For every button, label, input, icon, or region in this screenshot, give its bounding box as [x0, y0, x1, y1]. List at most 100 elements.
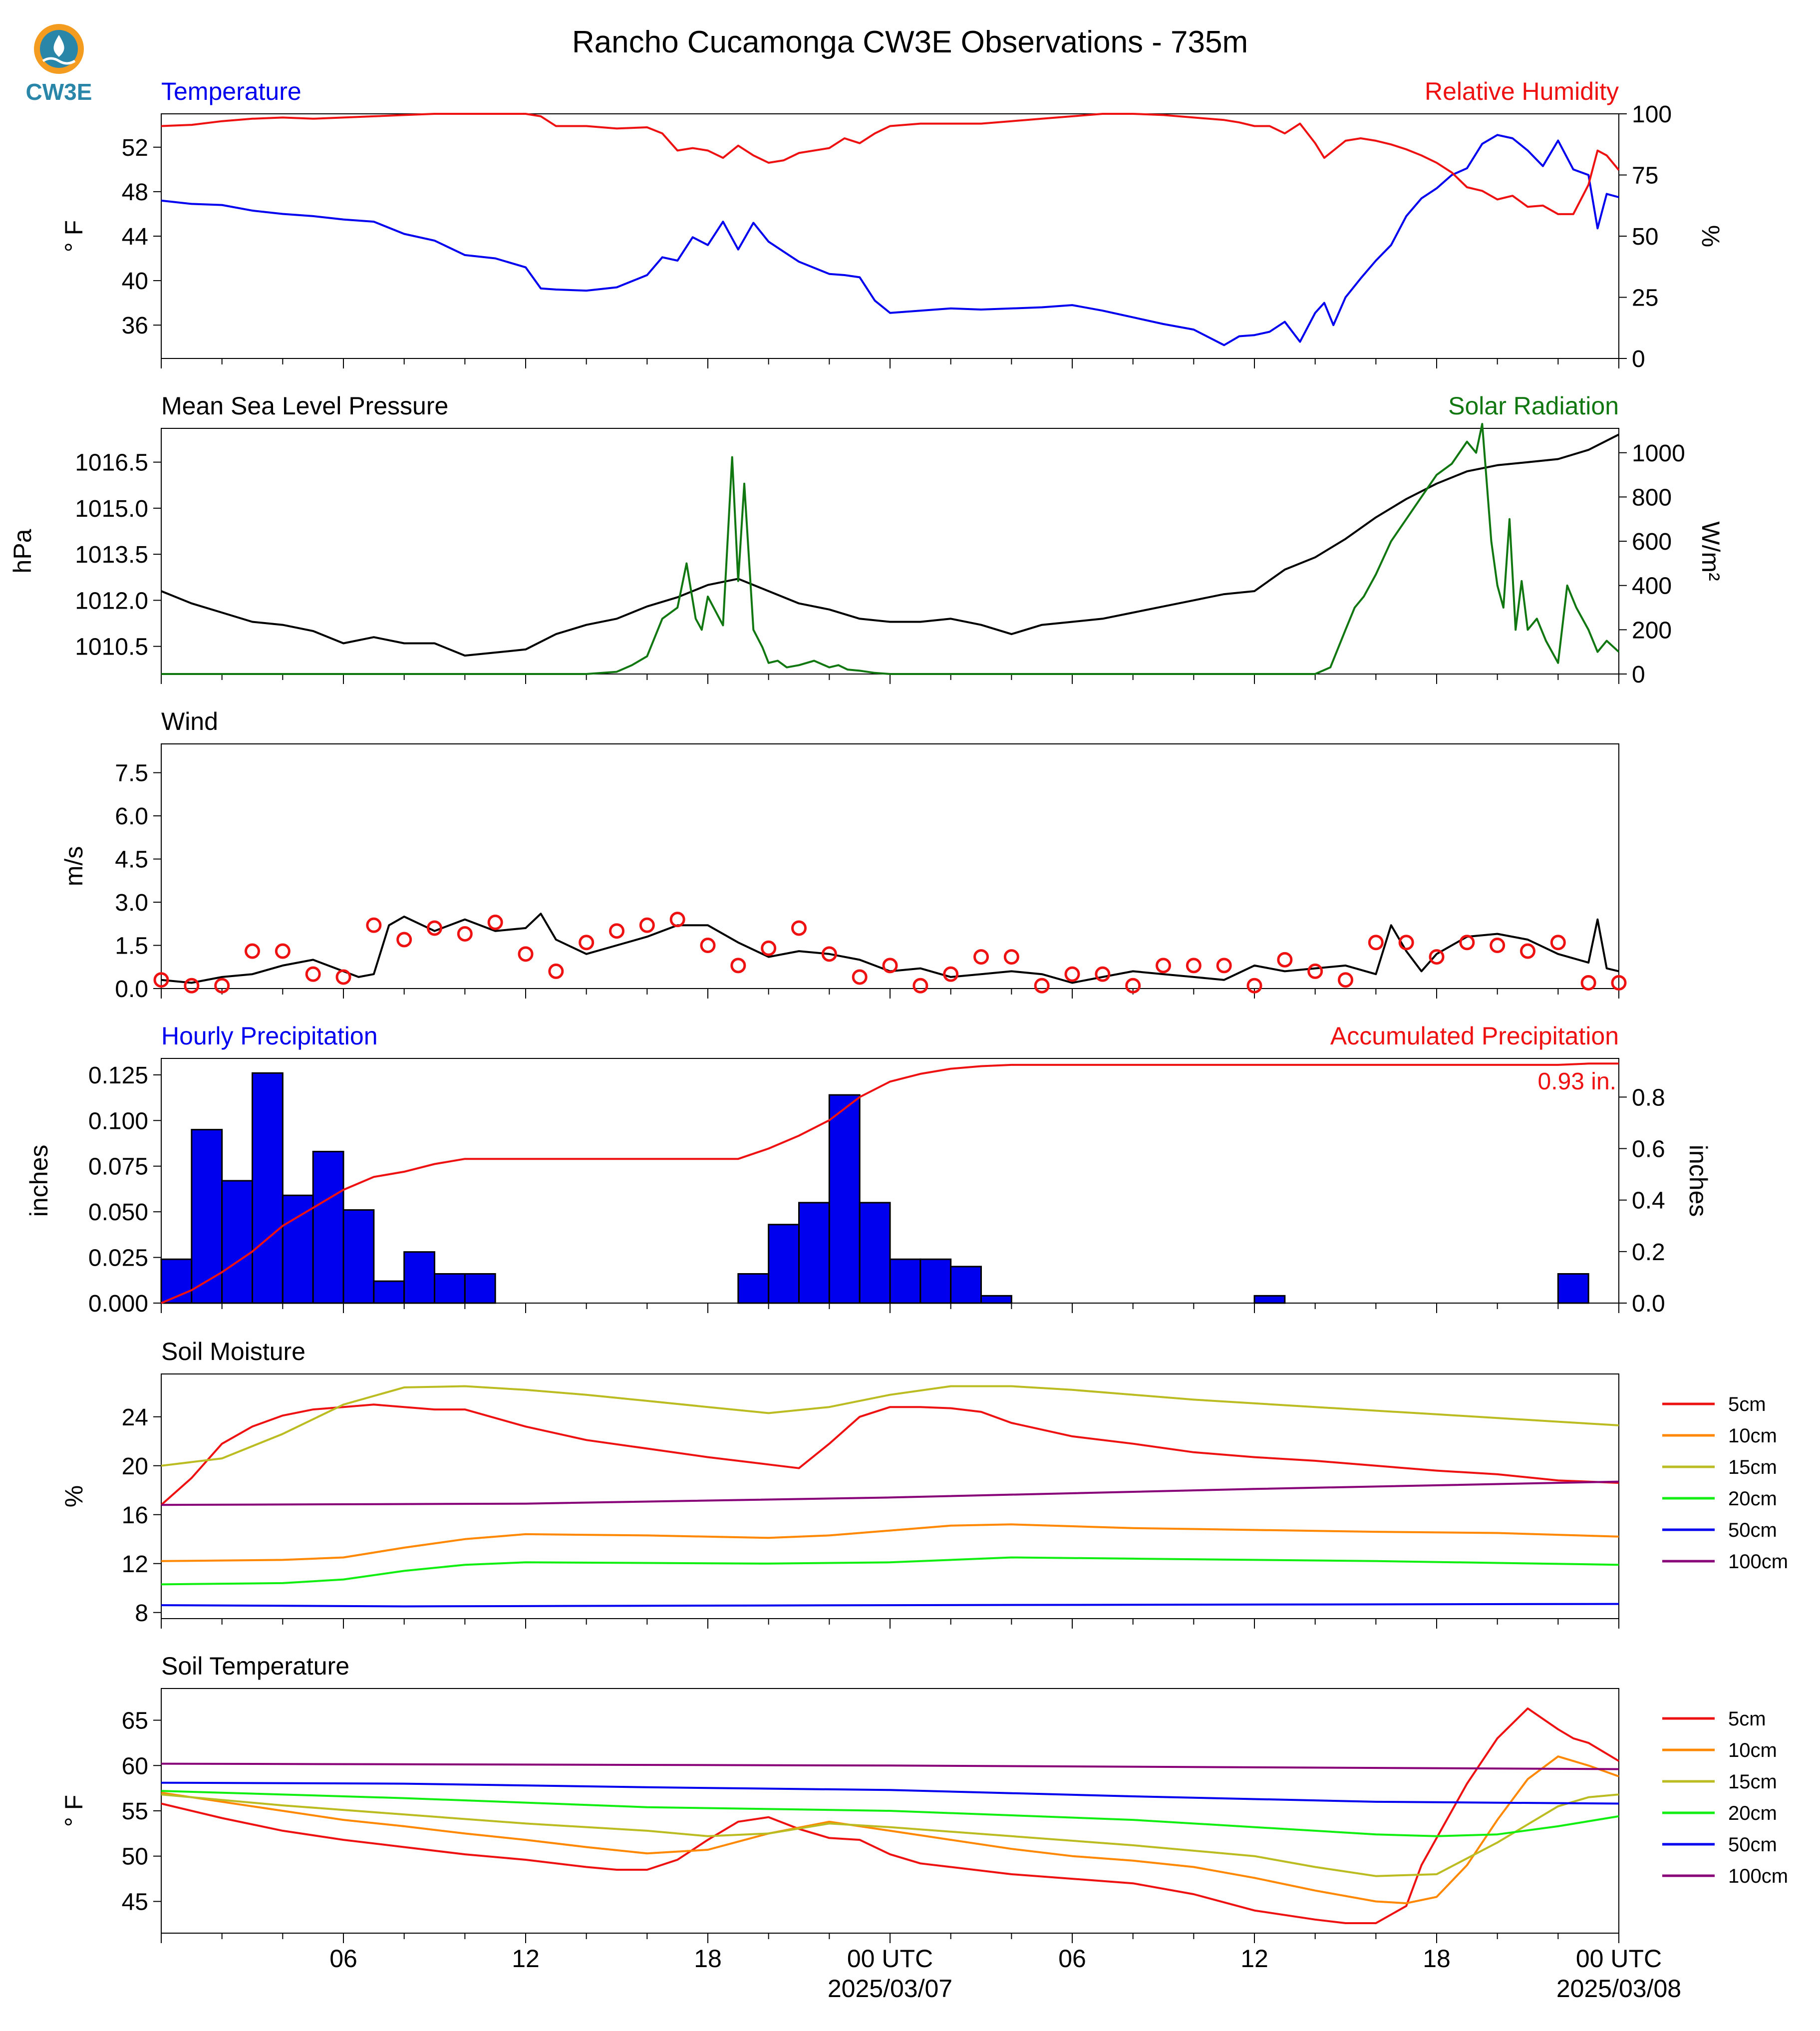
- legend-label: 50cm: [1728, 1834, 1777, 1856]
- y-right-tick-label: 400: [1632, 573, 1672, 600]
- x-tick-label: 00 UTC: [847, 1945, 933, 1973]
- wind-gust-marker: [1034, 978, 1050, 994]
- legend-label: 100cm: [1728, 1865, 1788, 1887]
- series-line-temperature: [161, 134, 1619, 346]
- y-tick-label: 7.5: [115, 760, 148, 787]
- wind-gust-marker: [943, 966, 959, 982]
- panel-title: Temperature: [161, 77, 302, 105]
- legend-label: 20cm: [1728, 1488, 1777, 1510]
- x-tick-label: 18: [1423, 1945, 1451, 1973]
- y-tick-label: 1010.5: [75, 634, 148, 661]
- legend-label: 50cm: [1728, 1519, 1777, 1541]
- series-line-mean-sea-level-pressure: [161, 433, 1619, 657]
- logo-text: CW3E: [26, 79, 92, 105]
- y-tick-label: 1016.5: [75, 450, 148, 476]
- y-tick-label: 3.0: [115, 890, 148, 916]
- wind-gust-marker: [1156, 958, 1171, 974]
- logo-droplet-icon: [53, 35, 64, 57]
- wind-gust-marker: [609, 923, 624, 939]
- y-right-tick-label: 1000: [1632, 440, 1685, 467]
- y-tick-label: 8: [135, 1600, 148, 1627]
- series-line-20cm: [161, 1790, 1619, 1837]
- y-tick-label: 6.0: [115, 803, 148, 830]
- precip-bar: [1253, 1295, 1286, 1304]
- plot-frame: [161, 1373, 1619, 1619]
- series-line-15cm: [161, 1793, 1619, 1877]
- y-tick-label: 50: [122, 1844, 148, 1870]
- y-axis-label: ° F: [60, 1795, 88, 1827]
- y-tick-label: 44: [122, 224, 148, 250]
- wind-gust-marker: [821, 946, 837, 962]
- wind-gust-marker: [1064, 966, 1080, 982]
- legend-label: 15cm: [1728, 1771, 1777, 1793]
- wind-gust-marker: [1125, 978, 1141, 994]
- y-axis-label: inches: [25, 1145, 53, 1217]
- y-tick-label: 0.000: [88, 1291, 148, 1317]
- wind-gust-marker: [548, 963, 564, 979]
- panel-title-right: Relative Humidity: [1425, 77, 1619, 105]
- cw3e-logo: CW3E: [26, 24, 92, 105]
- legend-label: 15cm: [1728, 1456, 1777, 1478]
- precip-bar: [221, 1180, 253, 1304]
- precip-bar: [889, 1258, 921, 1304]
- y-tick-label: 40: [122, 268, 148, 295]
- wind-gust-marker: [852, 969, 868, 985]
- y-tick-label: 16: [122, 1502, 148, 1529]
- y-right-tick-label: 25: [1632, 285, 1658, 312]
- x-tick-label: 12: [1240, 1945, 1268, 1973]
- wind-gust-marker: [973, 949, 989, 965]
- precip-bar: [373, 1280, 405, 1304]
- series-line-solar-radiation: [161, 423, 1620, 675]
- wind-gust-marker: [245, 943, 260, 959]
- y-right-tick-label: 0.2: [1632, 1239, 1665, 1266]
- legend: 5cm 10cm 15cm 20cm 50cm 100cm: [1662, 1708, 1788, 1887]
- series-line-20cm: [161, 1556, 1619, 1586]
- series-line-10cm: [161, 1755, 1619, 1905]
- panel-wind: Wind 0.0 1.5 3.0 4.5 6.0 7.5 m/s: [60, 707, 1627, 1003]
- y-tick-label: 0.075: [88, 1154, 148, 1180]
- wind-gust-marker: [366, 917, 382, 933]
- wind-gust-marker: [275, 943, 291, 959]
- y-right-axis-label: %: [1697, 225, 1725, 247]
- precip-bar: [312, 1150, 344, 1304]
- y-tick-label: 1.5: [115, 933, 148, 960]
- y-right-tick-label: 800: [1632, 484, 1672, 511]
- wind-gust-marker: [457, 926, 473, 942]
- precip-bar: [798, 1202, 830, 1304]
- y-right-tick-label: 0: [1632, 662, 1645, 688]
- wind-gust-marker: [791, 920, 807, 936]
- wind-gust-marker: [1186, 958, 1202, 974]
- wind-gust-marker: [1277, 952, 1293, 968]
- precip-bar: [859, 1202, 891, 1304]
- wind-gust-marker: [1307, 963, 1323, 979]
- panel-temperature: Temperature Relative Humidity 36 40 44 48 52 ° …: [60, 77, 1725, 372]
- wind-gust-marker: [214, 978, 230, 994]
- y-tick-label: 0.050: [88, 1199, 148, 1226]
- precip-bar: [737, 1273, 770, 1304]
- y-tick-label: 0.125: [88, 1062, 148, 1089]
- wind-gust-marker: [912, 978, 928, 994]
- y-axis-label: m/s: [60, 846, 88, 887]
- y-tick-label: 1012.0: [75, 588, 148, 614]
- y-right-tick-label: 100: [1632, 101, 1672, 128]
- y-tick-label: 60: [122, 1753, 148, 1779]
- series-line-15cm: [161, 1385, 1619, 1467]
- precip-bar: [252, 1072, 284, 1304]
- precip-bar: [768, 1224, 800, 1304]
- wind-gust-marker: [396, 932, 412, 948]
- wind-gust-marker: [518, 946, 534, 962]
- legend-label: 100cm: [1728, 1551, 1788, 1573]
- panel-title: Soil Temperature: [161, 1652, 349, 1680]
- legend: 5cm 10cm 15cm 20cm 50cm 100cm: [1662, 1393, 1788, 1573]
- wind-gust-marker: [184, 978, 200, 994]
- y-right-tick-label: 200: [1632, 617, 1672, 644]
- y-right-tick-label: 600: [1632, 529, 1672, 555]
- precip-bar: [282, 1194, 314, 1304]
- y-tick-label: 0.025: [88, 1245, 148, 1272]
- series-line-5cm: [161, 1707, 1620, 1924]
- y-right-tick-label: 0.0: [1632, 1291, 1665, 1317]
- y-right-tick-label: 0: [1632, 346, 1645, 372]
- wind-gust-marker: [427, 920, 442, 936]
- series-line-relative-humidity: [161, 113, 1620, 215]
